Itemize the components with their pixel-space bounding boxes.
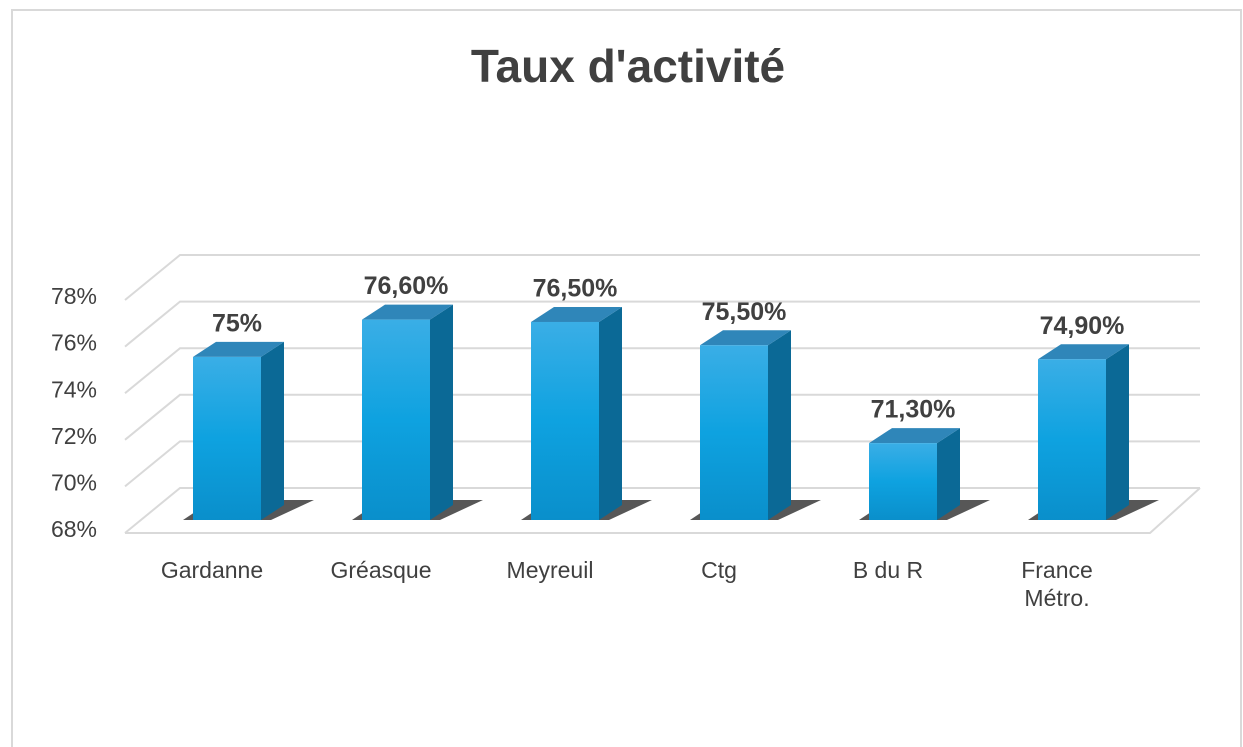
data-label: 75,50%	[702, 298, 787, 326]
data-label: 75%	[212, 310, 262, 338]
grid-line	[124, 347, 1200, 394]
bar-top	[362, 304, 453, 320]
y-tick-label: 74%	[51, 376, 97, 402]
x-tick-label: Ctg	[701, 557, 737, 583]
floor-edge	[125, 487, 1201, 534]
x-tick-label: France Métro.	[1021, 557, 1093, 611]
grid-line	[124, 440, 1200, 488]
bar-side	[1106, 344, 1129, 520]
bar-side	[261, 341, 284, 520]
y-tick-label: 76%	[51, 330, 97, 356]
y-tick-label: 70%	[51, 469, 97, 495]
bar-side	[430, 304, 453, 520]
chart-border	[11, 9, 1242, 747]
data-label: 76,50%	[533, 275, 618, 303]
chart-title: Taux d'activité	[471, 40, 785, 92]
x-tick-label: Gréasque	[330, 557, 432, 583]
y-tick-label: 78%	[51, 283, 97, 309]
bar-top	[700, 330, 791, 346]
data-label: 76,60%	[364, 272, 449, 300]
bar	[531, 321, 599, 520]
grid-line	[124, 300, 1200, 348]
bar-top	[1038, 344, 1129, 360]
bar	[700, 345, 768, 520]
x-tick-label: Gardanne	[160, 557, 264, 583]
grid-line	[124, 393, 1200, 441]
bar-side	[599, 306, 622, 520]
bar	[869, 443, 937, 520]
bar	[193, 356, 261, 520]
y-tick-label: 68%	[51, 516, 97, 542]
bar-top	[193, 341, 284, 357]
bar	[362, 319, 430, 520]
bar	[1038, 359, 1106, 520]
grid-line	[124, 254, 1200, 301]
data-label: 74,90%	[1040, 312, 1125, 340]
data-label: 71,30%	[871, 396, 956, 424]
y-tick-label: 72%	[51, 423, 97, 449]
bar-top	[869, 428, 960, 444]
grid-line	[124, 487, 1200, 534]
x-tick-label: B du R	[852, 557, 924, 583]
bar-side	[768, 330, 791, 520]
bar-side	[937, 428, 960, 520]
bar-top	[531, 306, 622, 322]
x-tick-label: Meyreuil	[506, 557, 594, 583]
